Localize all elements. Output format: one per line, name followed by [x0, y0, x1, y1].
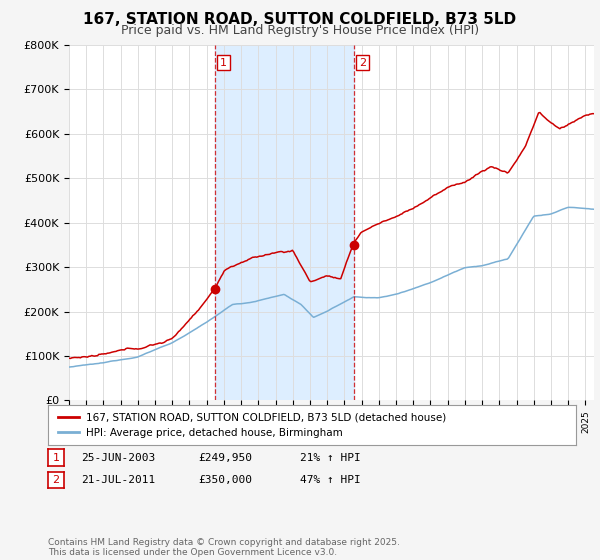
Text: 21-JUL-2011: 21-JUL-2011	[81, 475, 155, 485]
Text: 21% ↑ HPI: 21% ↑ HPI	[300, 452, 361, 463]
Text: 1: 1	[53, 452, 59, 463]
Text: 47% ↑ HPI: 47% ↑ HPI	[300, 475, 361, 485]
Text: Contains HM Land Registry data © Crown copyright and database right 2025.
This d: Contains HM Land Registry data © Crown c…	[48, 538, 400, 557]
Text: £249,950: £249,950	[198, 452, 252, 463]
Legend: 167, STATION ROAD, SUTTON COLDFIELD, B73 5LD (detached house), HPI: Average pric: 167, STATION ROAD, SUTTON COLDFIELD, B73…	[53, 407, 451, 443]
Bar	[215, 45, 354, 400]
Text: 167, STATION ROAD, SUTTON COLDFIELD, B73 5LD: 167, STATION ROAD, SUTTON COLDFIELD, B73…	[83, 12, 517, 27]
Text: Price paid vs. HM Land Registry's House Price Index (HPI): Price paid vs. HM Land Registry's House …	[121, 24, 479, 37]
Text: 25-JUN-2003: 25-JUN-2003	[81, 452, 155, 463]
Text: 1: 1	[220, 58, 227, 68]
Text: £350,000: £350,000	[198, 475, 252, 485]
Text: 2: 2	[53, 475, 59, 485]
Text: 2: 2	[359, 58, 366, 68]
